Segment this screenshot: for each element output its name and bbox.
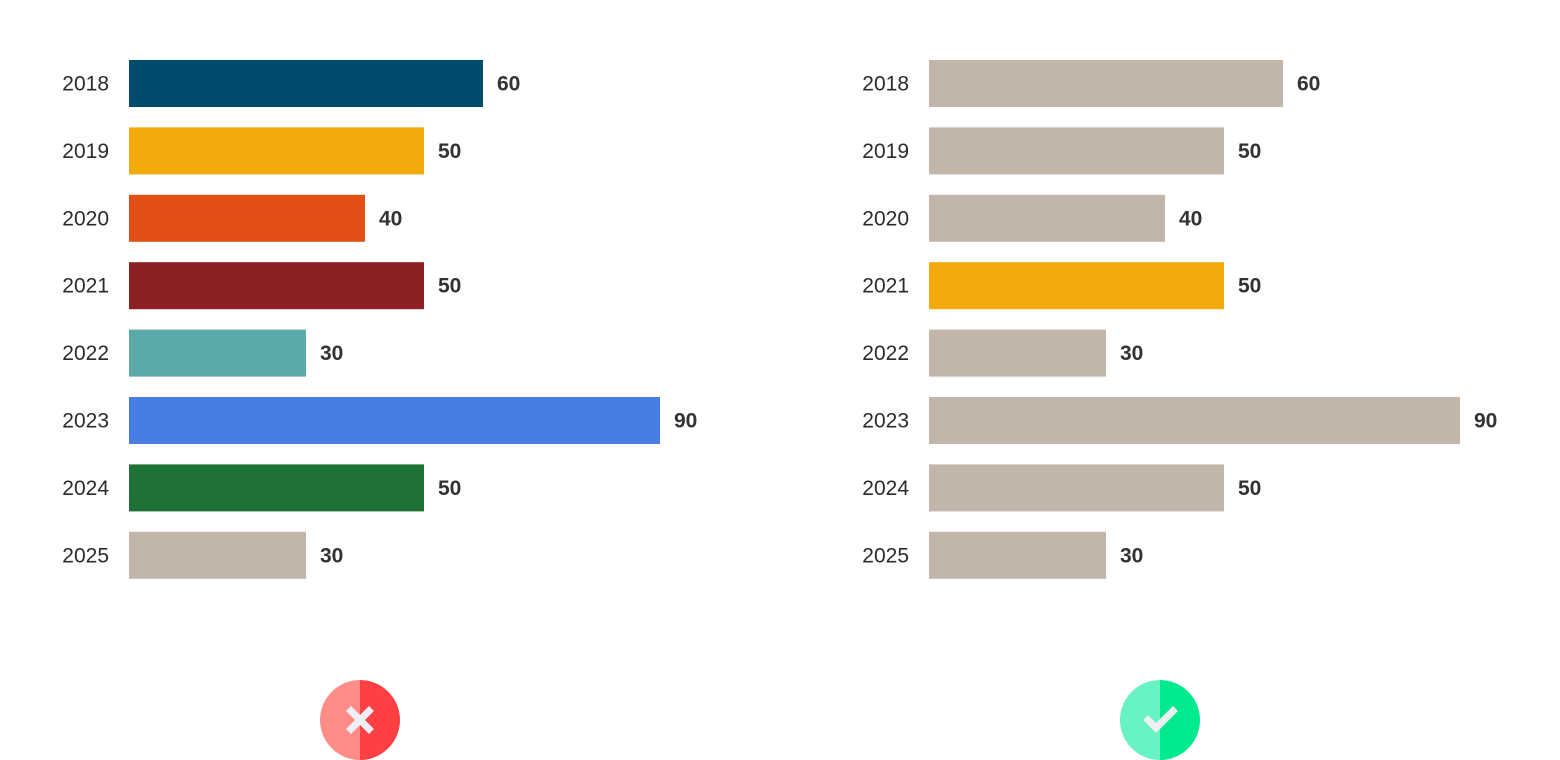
data-label: 90 <box>1474 410 1497 433</box>
category-tick-label: 2018 <box>62 73 109 96</box>
bar-2018 <box>129 60 483 107</box>
category-tick-label: 2019 <box>862 140 909 163</box>
category-tick-label: 2021 <box>862 275 909 298</box>
data-label: 50 <box>1238 140 1261 163</box>
bar-2024 <box>129 464 424 512</box>
right-badge <box>1120 680 1200 760</box>
category-tick-label: 2018 <box>862 73 909 96</box>
category-tick-label: 2022 <box>862 342 909 365</box>
category-tick-label: 2020 <box>62 207 109 230</box>
bar-chart-svg: 2018 60 2019 50 2020 40 2021 50 2022 30 2023 90 2024… <box>62 60 697 579</box>
data-label: 30 <box>1120 342 1143 365</box>
chart-before: 2018 60 2019 50 2020 40 2021 50 2022 30 2023 90 2024… <box>0 0 780 640</box>
category-tick-label: 2019 <box>62 140 109 163</box>
data-label: 40 <box>379 207 402 230</box>
data-label: 50 <box>1238 275 1261 298</box>
checkmark-icon <box>1120 680 1200 760</box>
bar-2024 <box>929 464 1224 512</box>
bar-chart-svg: 2018 60 2019 50 2020 40 2021 50 2022 30 2023 90 2024… <box>862 60 1497 579</box>
bar-2025 <box>129 531 306 579</box>
bar-2023 <box>129 397 660 444</box>
data-label: 50 <box>1238 477 1261 500</box>
data-label: 50 <box>438 477 461 500</box>
chart-after: 2018 60 2019 50 2020 40 2021 50 2022 30 2023 90 2024… <box>800 0 1560 640</box>
category-tick-label: 2023 <box>862 410 909 433</box>
wrong-badge <box>320 680 400 760</box>
bar-2018 <box>929 60 1283 107</box>
bar-2021 <box>929 262 1224 310</box>
category-tick-label: 2020 <box>862 207 909 230</box>
data-label: 30 <box>320 544 343 567</box>
bar-2021 <box>129 262 424 310</box>
bar-2020 <box>929 194 1165 242</box>
data-label: 50 <box>438 140 461 163</box>
data-label: 40 <box>1179 207 1202 230</box>
bar-2019 <box>929 127 1224 175</box>
bar-2020 <box>129 194 365 242</box>
data-label: 90 <box>674 410 697 433</box>
data-label: 60 <box>497 73 520 96</box>
data-label: 50 <box>438 275 461 298</box>
data-label: 30 <box>1120 544 1143 567</box>
data-label: 30 <box>320 342 343 365</box>
bar-2025 <box>929 531 1106 579</box>
category-tick-label: 2021 <box>62 275 109 298</box>
data-label: 60 <box>1297 73 1320 96</box>
category-tick-label: 2022 <box>62 342 109 365</box>
bar-2019 <box>129 127 424 175</box>
bar-2023 <box>929 397 1460 444</box>
category-tick-label: 2023 <box>62 410 109 433</box>
category-tick-label: 2025 <box>62 544 109 567</box>
category-tick-label: 2024 <box>62 477 109 500</box>
category-tick-label: 2024 <box>862 477 909 500</box>
category-tick-label: 2025 <box>862 544 909 567</box>
bar-2022 <box>929 329 1106 377</box>
bar-2022 <box>129 329 306 377</box>
close-icon <box>320 680 400 760</box>
